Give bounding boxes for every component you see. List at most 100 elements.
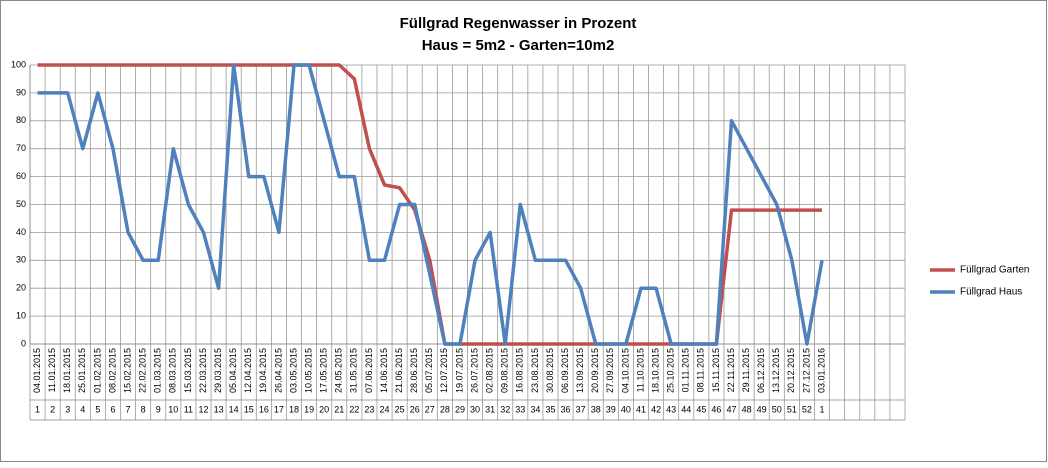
y-tick-label: 90 <box>16 87 26 97</box>
x-tick-label: 07.06.2015 <box>364 348 374 393</box>
x-tick-label: 08.02.2015 <box>107 348 117 393</box>
x-tick-label: 03.01.2016 <box>816 348 826 393</box>
x-tick-label: 15.03.2015 <box>183 348 193 393</box>
x-tick-label: 04.10.2015 <box>620 348 630 393</box>
x-tick-label: 01.02.2015 <box>92 348 102 393</box>
x-tick-label: 18.01.2015 <box>62 348 72 393</box>
week-label: 10 <box>168 404 178 414</box>
week-label: 1 <box>35 404 40 414</box>
y-tick-label: 20 <box>16 283 26 293</box>
x-tick-label: 12.04.2015 <box>243 348 253 393</box>
week-label: 41 <box>636 404 646 414</box>
x-tick-label: 20.12.2015 <box>786 348 796 393</box>
week-label: 22 <box>349 404 359 414</box>
line-series <box>37 63 824 346</box>
x-tick-label: 27.12.2015 <box>801 348 811 393</box>
week-label: 18 <box>289 404 299 414</box>
legend-label: Füllgrad Haus <box>960 287 1022 298</box>
chart-subtitle: Haus = 5m2 - Garten=10m2 <box>422 37 615 54</box>
week-label: 26 <box>410 404 420 414</box>
x-tick-label: 18.10.2015 <box>650 348 660 393</box>
x-tick-label: 31.05.2015 <box>349 348 359 393</box>
x-tick-label: 06.09.2015 <box>560 348 570 393</box>
x-tick-label: 04.01.2015 <box>32 348 42 393</box>
x-tick-label: 08.11.2015 <box>696 348 706 392</box>
x-tick-label: 19.04.2015 <box>258 348 268 393</box>
week-label: 5 <box>95 404 100 414</box>
week-label: 14 <box>229 404 239 414</box>
week-label: 24 <box>380 404 390 414</box>
x-tick-label: 05.07.2015 <box>424 348 434 393</box>
x-tick-label: 15.02.2015 <box>122 348 132 393</box>
week-label: 47 <box>727 404 737 414</box>
y-tick-label: 10 <box>16 310 26 320</box>
x-tick-label: 09.08.2015 <box>500 348 510 393</box>
x-tick-label: 25.10.2015 <box>666 348 676 393</box>
week-label: 50 <box>772 404 782 414</box>
x-tick-label: 13.09.2015 <box>575 348 585 393</box>
week-label: 3 <box>65 404 70 414</box>
week-label: 46 <box>711 404 721 414</box>
x-tick-label: 26.07.2015 <box>469 348 479 393</box>
x-tick-label: 22.03.2015 <box>198 348 208 393</box>
x-tick-label: 29.11.2015 <box>741 348 751 392</box>
week-label: 31 <box>485 404 495 414</box>
y-tick-label: 60 <box>16 171 26 181</box>
week-label: 42 <box>651 404 661 414</box>
x-tick-label: 10.05.2015 <box>303 348 313 393</box>
week-label: 35 <box>545 404 555 414</box>
x-tick-label: 26.04.2015 <box>273 348 283 393</box>
x-tick-label: 13.12.2015 <box>771 348 781 393</box>
week-label: 49 <box>757 404 767 414</box>
week-label: 36 <box>561 404 571 414</box>
week-label: 45 <box>696 404 706 414</box>
week-label: 21 <box>334 404 344 414</box>
week-label: 40 <box>621 404 631 414</box>
week-label: 37 <box>576 404 586 414</box>
y-tick-label: 0 <box>21 338 26 348</box>
week-label: 11 <box>184 404 193 414</box>
x-tick-label: 03.05.2015 <box>288 348 298 393</box>
week-label: 29 <box>455 404 465 414</box>
week-label: 13 <box>214 404 224 414</box>
week-label: 17 <box>274 404 284 414</box>
y-tick-label: 40 <box>16 227 26 237</box>
week-label: 38 <box>591 404 601 414</box>
week-label: 20 <box>319 404 329 414</box>
week-label: 43 <box>666 404 676 414</box>
y-tick-label: 70 <box>16 143 26 153</box>
week-label: 52 <box>802 404 812 414</box>
y-tick-label: 80 <box>16 115 26 125</box>
y-tick-label: 30 <box>16 255 26 265</box>
week-label: 33 <box>515 404 525 414</box>
x-tick-label: 14.06.2015 <box>379 348 389 393</box>
week-label: 44 <box>681 404 691 414</box>
y-tick-label: 50 <box>16 199 26 209</box>
y-tick-label: 100 <box>11 59 26 69</box>
week-label: 4 <box>80 404 85 414</box>
week-label: 1 <box>820 404 825 414</box>
x-tick-label: 30.08.2015 <box>545 348 555 393</box>
week-label: 32 <box>500 404 510 414</box>
x-tick-label: 17.05.2015 <box>319 348 329 393</box>
x-tick-label: 23.08.2015 <box>530 348 540 393</box>
x-tick-label: 16.08.2015 <box>515 348 525 393</box>
x-tick-label: 29.03.2015 <box>213 348 223 393</box>
x-tick-label: 24.05.2015 <box>334 348 344 393</box>
x-tick-label: 01.11.2015 <box>681 348 691 392</box>
week-label: 8 <box>141 404 146 414</box>
week-label: 16 <box>259 404 269 414</box>
x-tick-label: 08.03.2015 <box>168 348 178 393</box>
week-label: 15 <box>244 404 254 414</box>
week-label: 25 <box>395 404 405 414</box>
week-label: 12 <box>198 404 208 414</box>
week-label: 7 <box>126 404 131 414</box>
week-label: 27 <box>425 404 435 414</box>
chart-title: Füllgrad Regenwasser in Prozent <box>400 15 637 32</box>
x-tick-label: 19.07.2015 <box>454 348 464 393</box>
week-label: 48 <box>742 404 752 414</box>
x-tick-label: 05.04.2015 <box>228 348 238 393</box>
x-tick-label: 25.01.2015 <box>77 348 87 393</box>
